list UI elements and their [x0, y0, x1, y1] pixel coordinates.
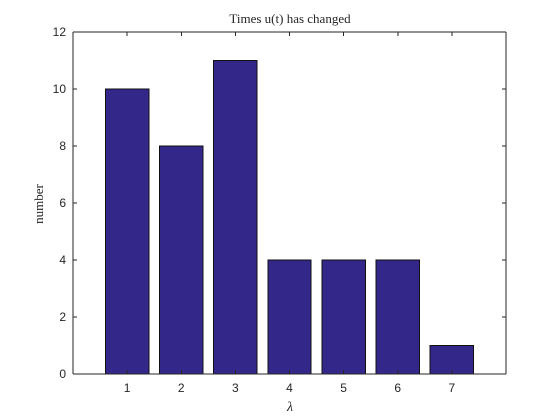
bar-5: [321, 259, 366, 375]
y-axis-label: number: [31, 183, 46, 223]
bar-4: [267, 259, 312, 375]
x-tick-label-6: 6: [394, 381, 401, 395]
y-tick-label-10: 10: [53, 82, 67, 96]
y-tick-label-2: 2: [59, 310, 66, 324]
x-tick-label-2: 2: [178, 381, 185, 395]
x-tick-label-7: 7: [449, 381, 456, 395]
x-tick-label-3: 3: [232, 381, 239, 395]
chart-title: Times u(t) has changed: [229, 11, 351, 26]
bar-2: [159, 145, 204, 375]
bar-1: [104, 88, 150, 375]
x-axis-label: λ: [286, 400, 293, 415]
x-tick-label-4: 4: [286, 381, 293, 395]
x-tick-label-1: 1: [124, 381, 131, 395]
y-tick-label-8: 8: [59, 139, 66, 153]
bar-6: [375, 259, 420, 375]
y-tick-label-12: 12: [53, 25, 67, 39]
y-tick-label-4: 4: [59, 253, 66, 267]
x-tick-label-5: 5: [340, 381, 347, 395]
bars-group: [104, 60, 475, 375]
y-tick-label-6: 6: [59, 196, 66, 210]
bar-7: [429, 345, 475, 375]
bar-3: [213, 60, 258, 375]
y-tick-label-0: 0: [59, 367, 66, 381]
